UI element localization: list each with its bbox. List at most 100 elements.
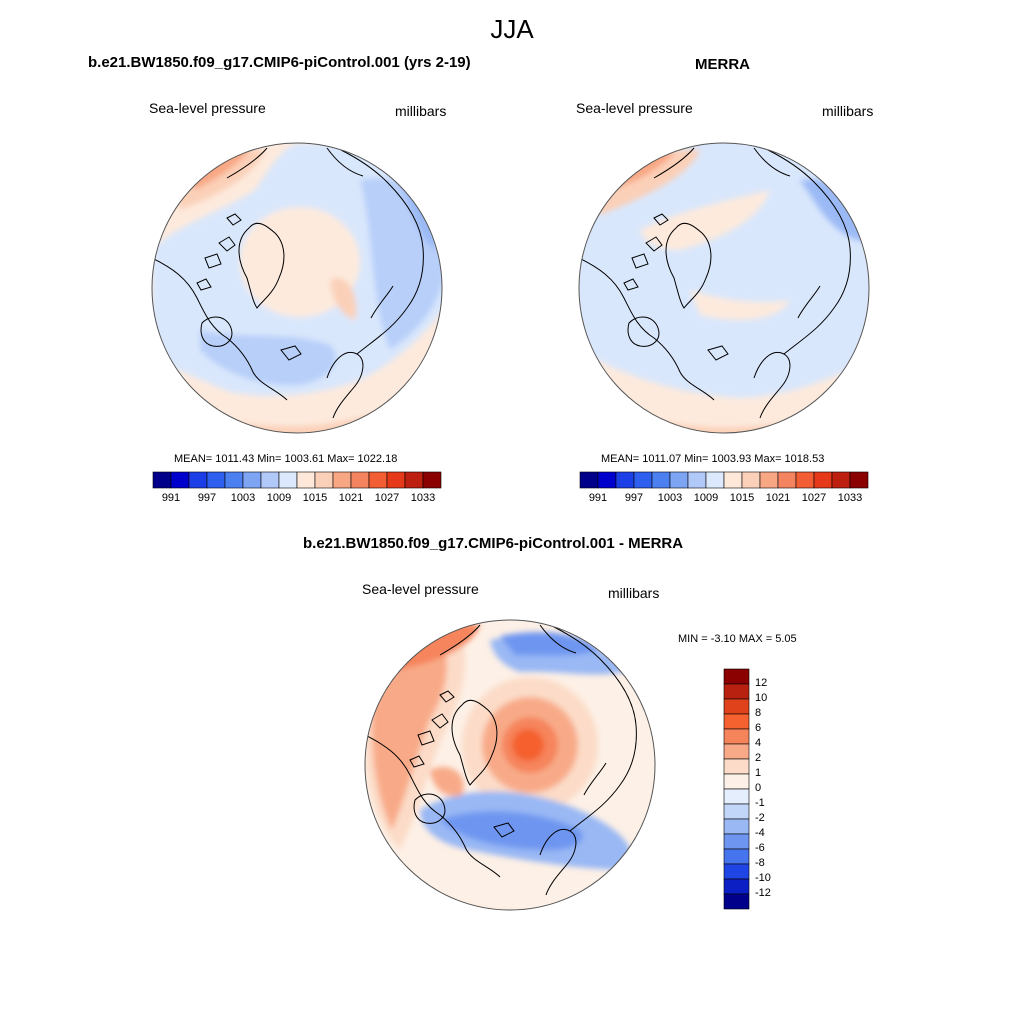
obs-colorbar-box (849, 471, 869, 489)
obs-colorbar-box (597, 471, 617, 489)
model-colorbar-box (206, 471, 226, 489)
diff-colorbar-tick-label: -6 (755, 842, 765, 854)
diff-colorbar-box (723, 728, 750, 745)
diff-units-label: millibars (608, 585, 660, 601)
model-colorbar-box (350, 471, 370, 489)
model-colorbar-box (368, 471, 388, 489)
diff-colorbar-tick-label: -10 (755, 872, 771, 884)
model-colorbar (152, 471, 442, 489)
diff-colorbar (723, 668, 750, 910)
model-colorbar-box (386, 471, 406, 489)
model-colorbar-tick-label: 1027 (374, 492, 400, 504)
diff-colorbar-tick-label: -12 (755, 887, 771, 899)
model-colorbar-box (296, 471, 316, 489)
diff-colorbar-tick-label: 4 (755, 737, 762, 749)
obs-colorbar-tick-label: 1003 (657, 492, 683, 504)
model-colorbar-box (404, 471, 424, 489)
diff-colorbar-box (723, 848, 750, 865)
model-colorbar-tick-label: 1003 (230, 492, 256, 504)
diff-stats: MIN = -3.10 MAX = 5.05 (678, 633, 797, 645)
model-map-field (152, 143, 442, 433)
diff-colorbar-tick-label: 2 (755, 752, 762, 764)
obs-colorbar-box (795, 471, 815, 489)
model-globe-border (151, 142, 443, 434)
model-colorbar-box (260, 471, 280, 489)
obs-stats: MEAN= 1011.07 Min= 1003.93 Max= 1018.53 (601, 453, 825, 465)
diff-colorbar-box (723, 878, 750, 895)
diff-colorbar-box (723, 833, 750, 850)
model-colorbar-tick-label: 1015 (302, 492, 328, 504)
model-colorbar-tick-label: 1033 (410, 492, 436, 504)
diff-colorbar-box (723, 788, 750, 805)
model-colorbar-tick-label: 1021 (338, 492, 364, 504)
model-variable-label: Sea-level pressure (149, 100, 266, 116)
obs-colorbar-box (669, 471, 689, 489)
model-colorbar-tick-label: 1009 (266, 492, 292, 504)
obs-colorbar-box (651, 471, 671, 489)
obs-panel-title: MERRA (695, 56, 750, 73)
obs-colorbar-box (831, 471, 851, 489)
model-colorbar-tick-label: 997 (197, 492, 217, 504)
diff-colorbar-tick-label: 0 (755, 782, 762, 794)
diff-colorbar-box (723, 803, 750, 820)
obs-colorbar-box (705, 471, 725, 489)
figure-title: JJA (490, 14, 534, 44)
model-panel-title: b.e21.BW1850.f09_g17.CMIP6-piControl.001… (88, 54, 471, 71)
diff-variable-label: Sea-level pressure (362, 581, 479, 597)
obs-colorbar (579, 471, 869, 489)
obs-globe-border (578, 142, 870, 434)
obs-variable-label: Sea-level pressure (576, 100, 693, 116)
diff-panel-title: b.e21.BW1850.f09_g17.CMIP6-piControl.001… (303, 535, 684, 552)
diff-colorbar-tick-label: 1 (755, 767, 762, 779)
diff-colorbar-box (723, 818, 750, 835)
diff-colorbar-tick-label: 6 (755, 722, 762, 734)
model-colorbar-box (422, 471, 442, 489)
obs-colorbar-box (741, 471, 761, 489)
obs-colorbar-box (633, 471, 653, 489)
diff-colorbar-tick-label: -1 (755, 797, 765, 809)
diff-colorbar-box (723, 668, 750, 685)
diff-map-field (365, 620, 655, 910)
model-colorbar-tick-label: 991 (161, 492, 181, 504)
obs-colorbar-box (615, 471, 635, 489)
diff-colorbar-box (723, 713, 750, 730)
model-colorbar-box (152, 471, 172, 489)
model-colorbar-box (332, 471, 352, 489)
diff-colorbar-box (723, 698, 750, 715)
diff-colorbar-tick-label: 10 (755, 692, 768, 704)
diff-colorbar-box (723, 758, 750, 775)
diff-globe-border (364, 619, 656, 911)
obs-colorbar-tick-label: 1015 (729, 492, 755, 504)
obs-units-label: millibars (822, 103, 874, 119)
diff-colorbar-box (723, 773, 750, 790)
obs-colorbar-tick-label: 1009 (693, 492, 719, 504)
obs-colorbar-box (687, 471, 707, 489)
obs-colorbar-box (579, 471, 599, 489)
diff-colorbar-tick-label: -8 (755, 857, 765, 869)
model-colorbar-box (188, 471, 208, 489)
obs-colorbar-tick-label: 1033 (837, 492, 863, 504)
diff-colorbar-box (723, 683, 750, 700)
diff-colorbar-box (723, 863, 750, 880)
model-colorbar-box (314, 471, 334, 489)
obs-colorbar-tick-label: 991 (588, 492, 608, 504)
model-colorbar-box (224, 471, 244, 489)
model-colorbar-box (278, 471, 298, 489)
obs-colorbar-box (813, 471, 833, 489)
obs-colorbar-tick-label: 1027 (801, 492, 827, 504)
obs-colorbar-box (777, 471, 797, 489)
diff-colorbar-tick-label: 12 (755, 677, 768, 689)
obs-colorbar-tick-label: 997 (624, 492, 644, 504)
obs-colorbar-tick-label: 1021 (765, 492, 791, 504)
diff-colorbar-tick-label: -2 (755, 812, 765, 824)
diff-colorbar-tick-label: -4 (755, 827, 765, 839)
model-colorbar-box (170, 471, 190, 489)
diff-colorbar-tick-label: 8 (755, 707, 762, 719)
obs-colorbar-box (723, 471, 743, 489)
model-colorbar-box (242, 471, 262, 489)
obs-colorbar-box (759, 471, 779, 489)
diff-colorbar-box (723, 743, 750, 760)
diff-colorbar-box (723, 893, 750, 910)
model-units-label: millibars (395, 103, 447, 119)
